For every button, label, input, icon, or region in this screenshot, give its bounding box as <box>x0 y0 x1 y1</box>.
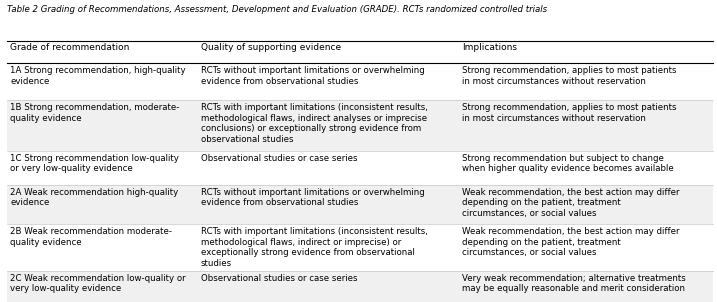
Text: 1C Strong recommendation low-quality
or very low-quality evidence: 1C Strong recommendation low-quality or … <box>10 154 179 173</box>
Text: 2C Weak recommendation low-quality or
very low-quality evidence: 2C Weak recommendation low-quality or ve… <box>10 274 186 293</box>
Text: RCTs without important limitations or overwhelming
evidence from observational s: RCTs without important limitations or ov… <box>201 66 424 86</box>
Text: 1A Strong recommendation, high-quality
evidence: 1A Strong recommendation, high-quality e… <box>10 66 186 86</box>
Text: Observational studies or case series: Observational studies or case series <box>201 274 357 283</box>
Text: 1B Strong recommendation, moderate-
quality evidence: 1B Strong recommendation, moderate- qual… <box>10 103 179 123</box>
Text: Very weak recommendation; alternative treatments
may be equally reasonable and m: Very weak recommendation; alternative tr… <box>462 274 685 293</box>
Text: Strong recommendation, applies to most patients
in most circumstances without re: Strong recommendation, applies to most p… <box>462 66 677 86</box>
Text: Observational studies or case series: Observational studies or case series <box>201 154 357 163</box>
Text: Implications: Implications <box>462 43 517 52</box>
Text: 2A Weak recommendation high-quality
evidence: 2A Weak recommendation high-quality evid… <box>10 188 179 207</box>
Text: 2B Weak recommendation moderate-
quality evidence: 2B Weak recommendation moderate- quality… <box>10 227 172 246</box>
Text: Strong recommendation, applies to most patients
in most circumstances without re: Strong recommendation, applies to most p… <box>462 103 677 123</box>
Text: RCTs with important limitations (inconsistent results,
methodological flaws, ind: RCTs with important limitations (inconsi… <box>201 103 427 144</box>
Text: Strong recommendation but subject to change
when higher quality evidence becomes: Strong recommendation but subject to cha… <box>462 154 674 173</box>
Text: RCTs with important limitations (inconsistent results,
methodological flaws, ind: RCTs with important limitations (inconsi… <box>201 227 427 268</box>
Text: RCTs without important limitations or overwhelming
evidence from observational s: RCTs without important limitations or ov… <box>201 188 424 207</box>
Text: Quality of supporting evidence: Quality of supporting evidence <box>201 43 341 52</box>
Text: Weak recommendation, the best action may differ
depending on the patient, treatm: Weak recommendation, the best action may… <box>462 227 680 257</box>
Text: Weak recommendation, the best action may differ
depending on the patient, treatm: Weak recommendation, the best action may… <box>462 188 680 218</box>
Text: Grade of recommendation: Grade of recommendation <box>10 43 129 52</box>
Text: Table 2 Grading of Recommendations, Assessment, Development and Evaluation (GRAD: Table 2 Grading of Recommendations, Asse… <box>7 5 547 14</box>
